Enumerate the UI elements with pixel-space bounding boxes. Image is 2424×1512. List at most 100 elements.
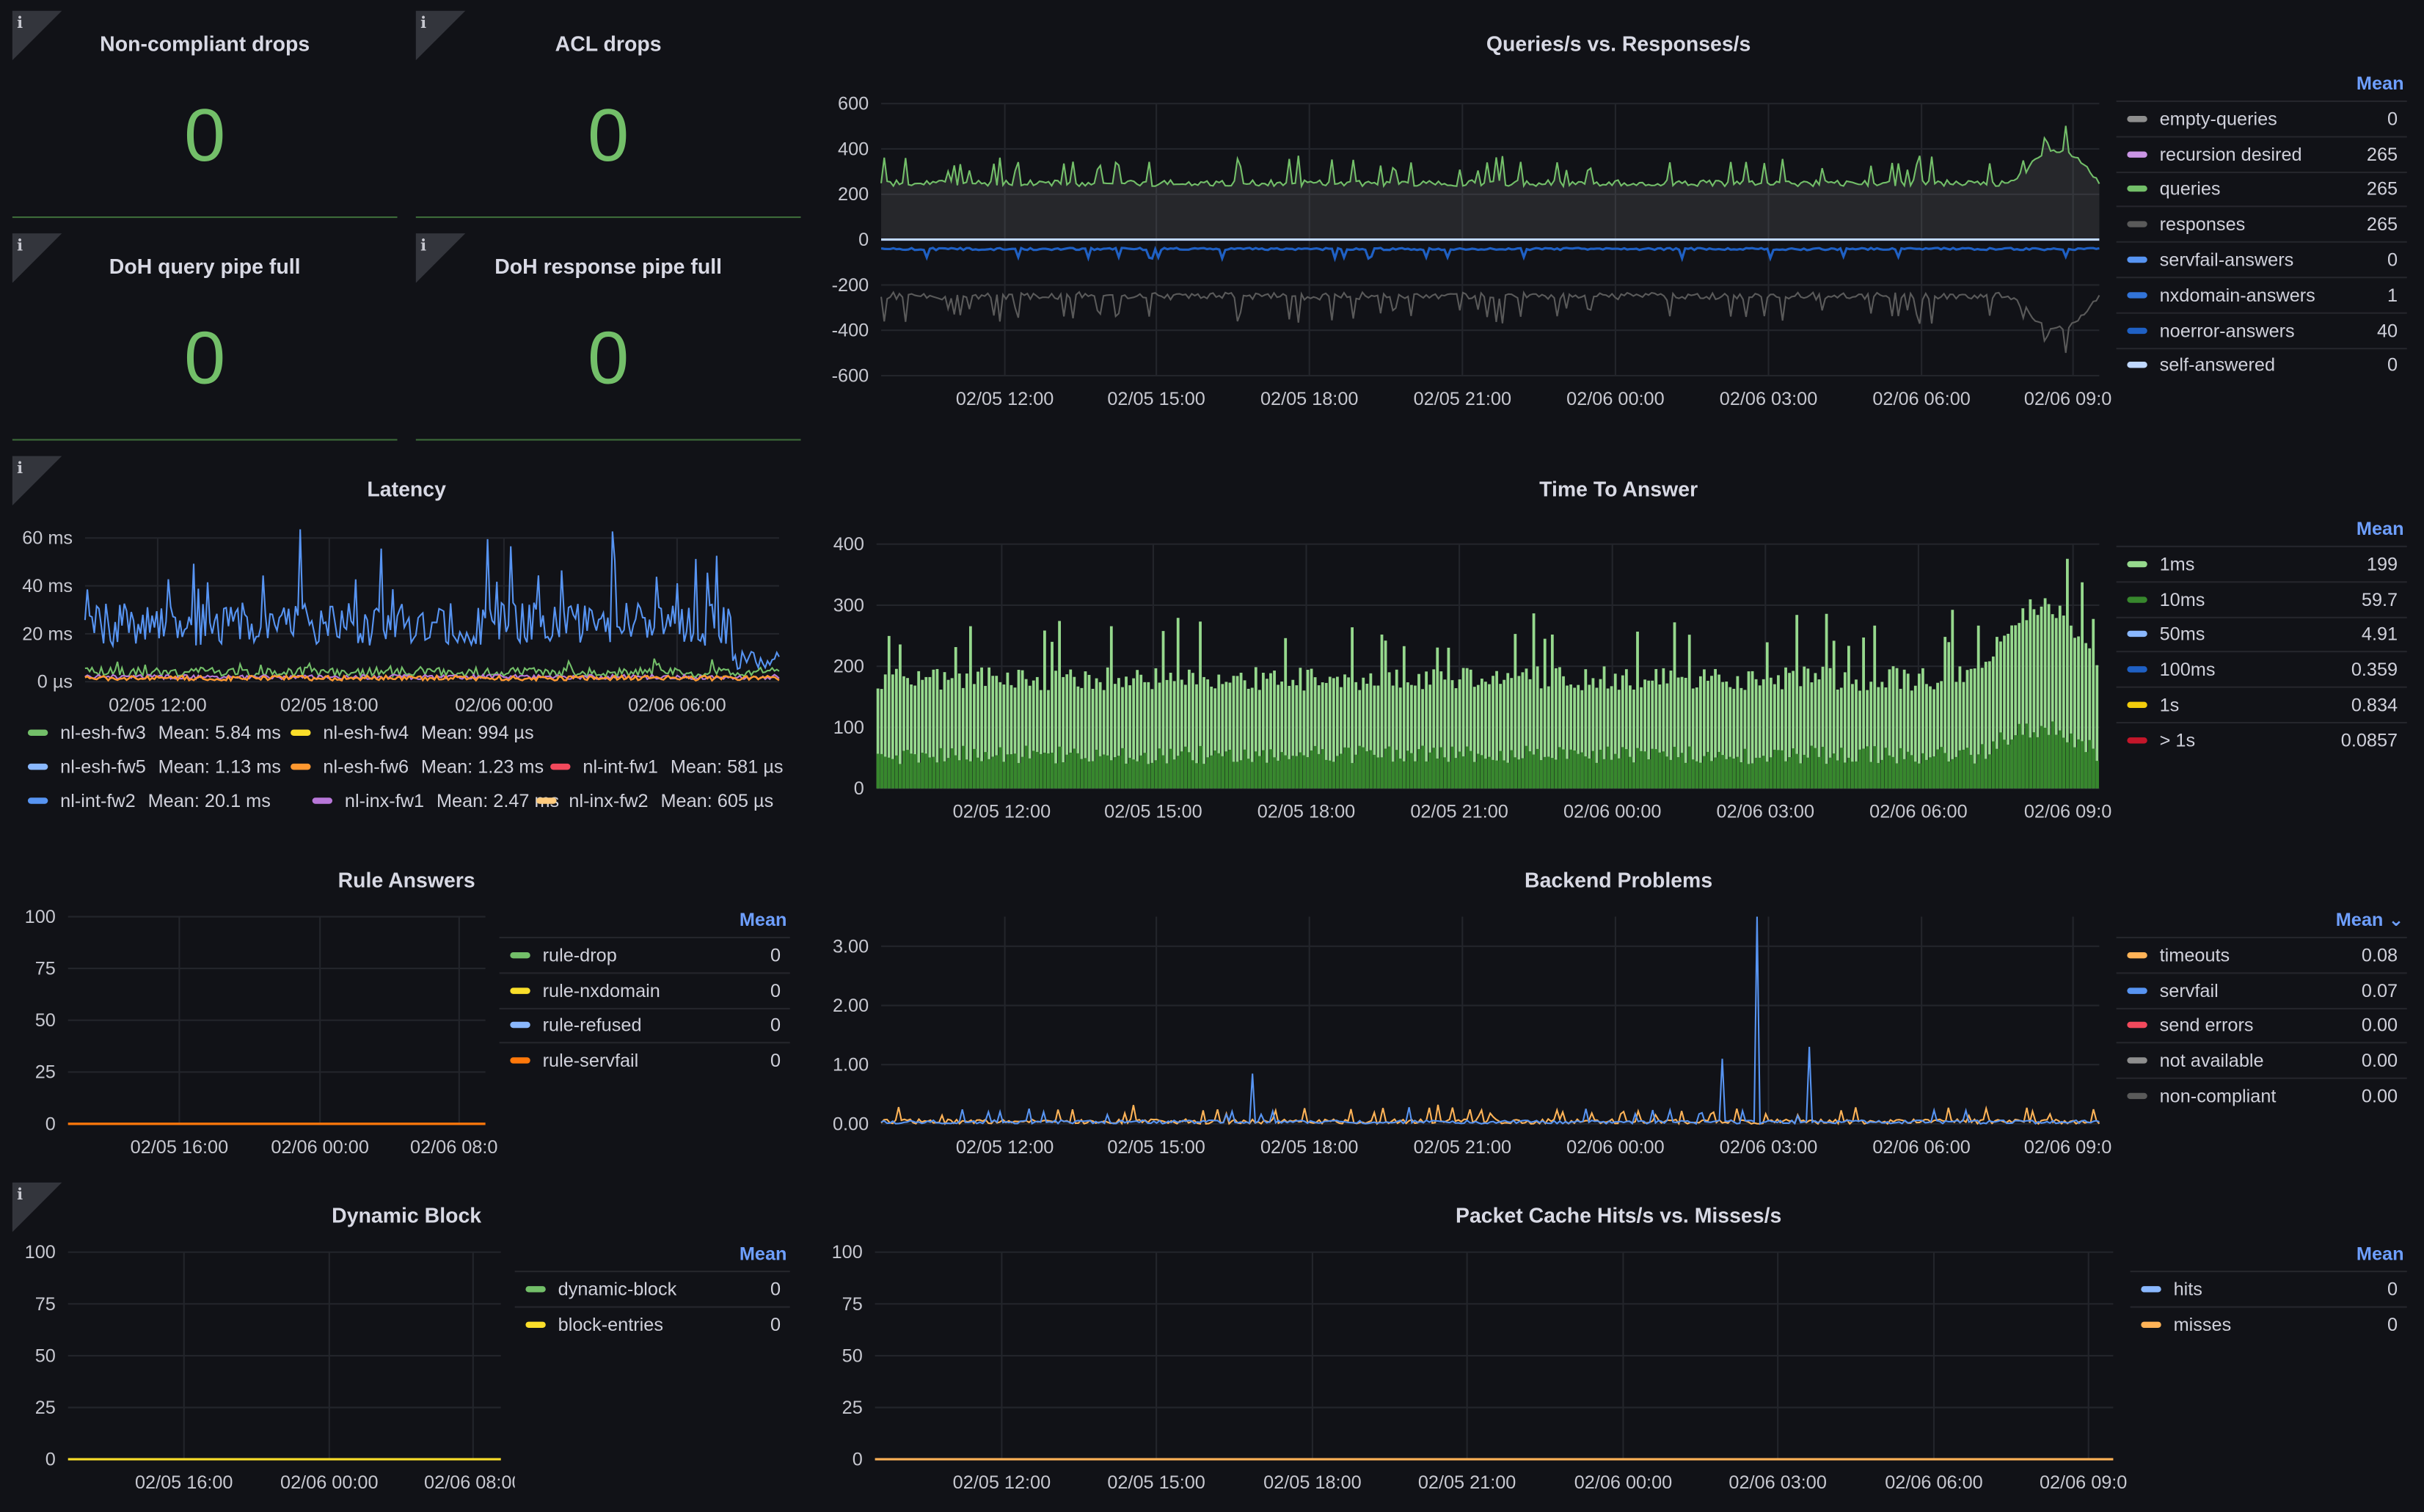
legend-item[interactable]: rule-drop 0 bbox=[499, 936, 790, 972]
legend-item[interactable]: empty-queries 0 bbox=[2116, 100, 2407, 136]
legend-item[interactable]: dynamic-block 0 bbox=[514, 1271, 790, 1306]
legend-item[interactable]: nl-int-fw1 Mean: 581 µs bbox=[550, 756, 784, 778]
stat-panel-acl-drops[interactable]: i ACL drops 0 bbox=[415, 10, 801, 219]
bar-1ms bbox=[928, 676, 932, 789]
legend-item-name: rule-drop bbox=[542, 944, 617, 966]
chart-packet-cache[interactable]: 100 75 50 25 0 02/05 12:00 02/05 15:00 02/05 18… bbox=[813, 1232, 2128, 1502]
legend-item[interactable]: responses 265 bbox=[2116, 206, 2407, 241]
info-icon[interactable]: i bbox=[12, 1182, 62, 1232]
info-icon[interactable]: i bbox=[12, 456, 62, 506]
info-icon[interactable]: i bbox=[12, 10, 62, 61]
legend-item[interactable]: 1s 0.834 bbox=[2116, 686, 2407, 722]
info-icon[interactable]: i bbox=[12, 233, 62, 283]
series-line-timeouts bbox=[880, 1104, 2100, 1125]
chart-time-to-answer[interactable]: 400 300 200 100 0 02/05 12:00 02/05 15:00 02/05… bbox=[813, 521, 2112, 830]
legend-item[interactable]: nl-esh-fw3 Mean: 5.84 ms bbox=[27, 722, 281, 744]
bar-10ms bbox=[1343, 747, 1347, 789]
bar-1ms bbox=[932, 669, 935, 789]
legend-mean-header[interactable]: Mean bbox=[739, 1243, 787, 1265]
legend-item[interactable]: rule-refused 0 bbox=[499, 1007, 790, 1042]
info-icon[interactable]: i bbox=[415, 233, 466, 283]
chart-backend-problems[interactable]: 3.00 2.00 1.00 0.00 02/05 12:00 02/05 15:00 02… bbox=[813, 896, 2111, 1162]
chart-latency[interactable]: 60 ms 40 ms 20 ms 0 µs 02/05 12:00 02/05 18:0… bbox=[12, 521, 793, 722]
bar-1ms bbox=[1021, 670, 1024, 789]
bar-10ms bbox=[1109, 760, 1114, 789]
legend-item[interactable]: > 1s 0.0857 bbox=[2116, 721, 2407, 757]
legend-item[interactable]: 50ms 4.91 bbox=[2116, 616, 2407, 651]
legend-item[interactable]: hits 0 bbox=[2130, 1271, 2407, 1306]
bar-1ms bbox=[1673, 622, 1676, 789]
legend-item[interactable]: noerror-answers 40 bbox=[2116, 312, 2407, 347]
legend-item[interactable]: queries 265 bbox=[2116, 171, 2407, 206]
bar-10ms bbox=[1469, 750, 1473, 789]
bar-1ms bbox=[1076, 686, 1080, 789]
legend-item[interactable]: nl-esh-fw5 Mean: 1.13 ms bbox=[27, 756, 281, 778]
legend-item[interactable]: nxdomain-answers 1 bbox=[2116, 277, 2407, 312]
legend-item[interactable]: nl-int-fw2 Mean: 20.1 ms bbox=[27, 790, 271, 811]
legend-item[interactable]: nl-esh-fw6 Mean: 1.23 ms bbox=[291, 756, 544, 778]
legend-item[interactable]: 100ms 0.359 bbox=[2116, 651, 2407, 687]
legend-item[interactable]: recursion desired 265 bbox=[2116, 135, 2407, 171]
legend-mean-header[interactable]: Mean bbox=[2356, 1243, 2404, 1265]
legend-item[interactable]: servfail 0.07 bbox=[2116, 971, 2407, 1007]
bar-10ms bbox=[1843, 762, 1847, 789]
legend-mean-header[interactable]: Mean bbox=[2356, 517, 2404, 540]
bar-10ms bbox=[1461, 756, 1466, 789]
stat-panel-non-compliant-drops[interactable]: i Non-compliant drops 0 bbox=[12, 10, 398, 219]
bar-1ms bbox=[1765, 642, 1769, 789]
info-icon[interactable]: i bbox=[415, 10, 466, 61]
bar-10ms bbox=[928, 757, 932, 789]
bar-1ms bbox=[1132, 678, 1136, 789]
legend-item-value: 0.834 bbox=[2351, 694, 2398, 716]
legend-item[interactable]: 1ms 199 bbox=[2116, 545, 2407, 581]
chart-rule-answers[interactable]: 100 75 50 25 0 02/05 16:00 02/06 00:00 02/06 08… bbox=[12, 896, 498, 1162]
legend-item[interactable]: non-compliant 0.00 bbox=[2116, 1078, 2407, 1113]
legend-item-value: 0 bbox=[2387, 1313, 2398, 1335]
bar-10ms bbox=[2095, 761, 2099, 789]
legend-item[interactable]: misses 0 bbox=[2130, 1306, 2407, 1341]
bar-1ms bbox=[1417, 673, 1420, 789]
bar-1ms bbox=[1180, 679, 1183, 789]
bar-1ms bbox=[1869, 682, 1873, 789]
stat-panel-doh-query-pipe-full[interactable]: i DoH query pipe full 0 bbox=[12, 233, 398, 441]
stat-value: 0 bbox=[587, 318, 629, 401]
legend-mean-header[interactable]: Mean ⌄ bbox=[2335, 908, 2404, 931]
bar-1ms bbox=[1257, 690, 1261, 789]
legend-item[interactable]: rule-nxdomain 0 bbox=[499, 971, 790, 1007]
legend-item[interactable]: not available 0.00 bbox=[2116, 1042, 2407, 1078]
chart-queries-vs-responses[interactable]: 600 400 200 0 -200 -400 -600 02/05 12:00 02/05 1… bbox=[813, 77, 2112, 445]
bar-1ms bbox=[906, 678, 909, 789]
bar-1ms bbox=[1828, 668, 1832, 789]
legend-item[interactable]: nl-inx-fw2 Mean: 605 µs bbox=[536, 790, 773, 811]
stat-panel-doh-response-pipe-full[interactable]: i DoH response pipe full 0 bbox=[415, 233, 801, 441]
bar-10ms bbox=[1062, 762, 1065, 789]
legend-item[interactable]: timeouts 0.08 bbox=[2116, 936, 2407, 972]
bar-10ms bbox=[984, 752, 988, 789]
bar-10ms bbox=[1421, 745, 1425, 789]
bar-1ms bbox=[1747, 671, 1751, 789]
bar-1ms bbox=[1647, 680, 1651, 789]
legend-item[interactable]: rule-servfail 0 bbox=[499, 1042, 790, 1078]
panel-backend-problems: Backend Problems bbox=[813, 847, 2424, 1172]
legend-item[interactable]: nl-esh-fw4 Mean: 994 µs bbox=[291, 722, 534, 744]
legend-item[interactable]: servfail-answers 0 bbox=[2116, 241, 2407, 277]
x-tick-label: 02/05 15:00 bbox=[1107, 1137, 1205, 1158]
bar-10ms bbox=[1176, 756, 1180, 789]
bar-1ms bbox=[1354, 682, 1358, 789]
legend-mean-header[interactable]: Mean bbox=[2356, 73, 2404, 95]
bar-1ms bbox=[1176, 618, 1180, 789]
legend-item[interactable]: block-entries 0 bbox=[514, 1306, 790, 1341]
bar-1ms bbox=[1562, 676, 1565, 789]
bar-1ms bbox=[1569, 684, 1572, 789]
legend-item[interactable]: send errors 0.00 bbox=[2116, 1007, 2407, 1042]
legend-item[interactable]: nl-inx-fw1 Mean: 2.47 ms bbox=[312, 790, 559, 811]
legend-item[interactable]: self-answered 0 bbox=[2116, 347, 2407, 382]
legend-item[interactable]: 10ms 59.7 bbox=[2116, 580, 2407, 616]
bar-10ms bbox=[954, 755, 958, 789]
bar-10ms bbox=[1032, 750, 1036, 789]
legend-mean-header[interactable]: Mean bbox=[739, 908, 787, 931]
bar-1ms bbox=[1224, 682, 1228, 789]
chart-dynamic-block[interactable]: 100 75 50 25 0 02/05 16:00 02/06 00:00 02/06 08… bbox=[12, 1232, 515, 1502]
bar-10ms bbox=[899, 764, 902, 789]
bar-1ms bbox=[957, 673, 961, 789]
